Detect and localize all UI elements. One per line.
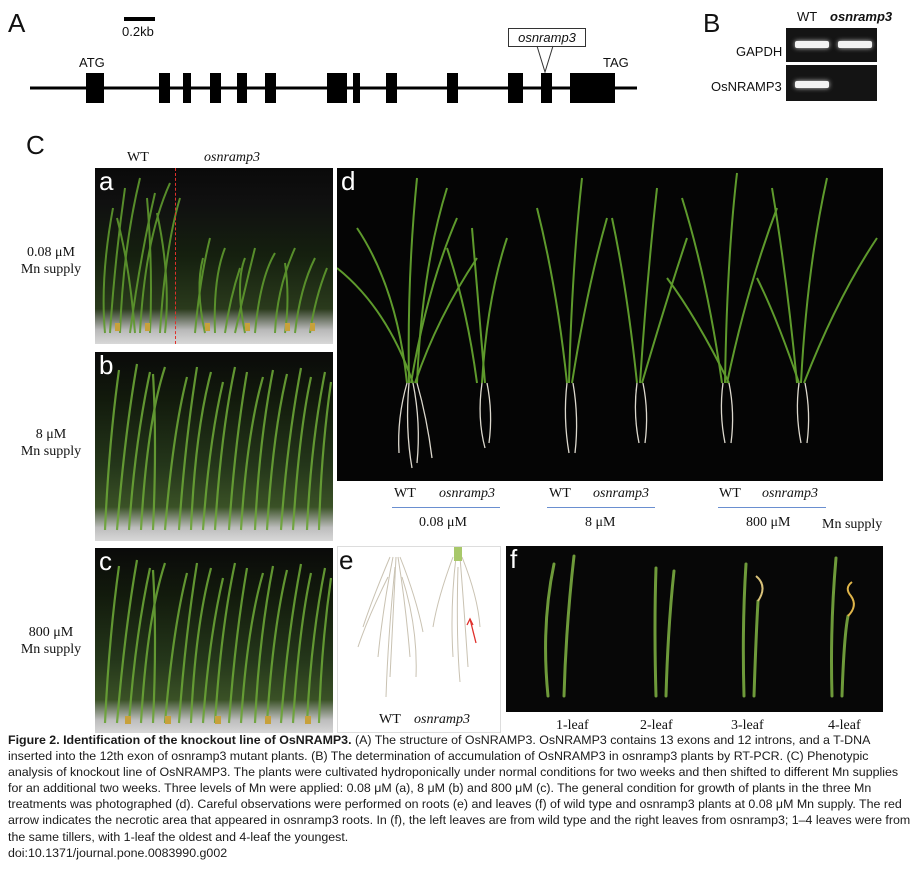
d-group-3-wt: WT bbox=[719, 486, 741, 501]
photo-c-letter: c bbox=[99, 548, 112, 576]
d-group-2-mutant: osnramp3 bbox=[593, 486, 650, 501]
figure-caption: Figure 2. Identification of the knockout… bbox=[8, 732, 913, 861]
row-b-unit: Mn supply bbox=[20, 444, 82, 459]
f-label-3-leaf: 3-leaf bbox=[731, 718, 764, 733]
caption-body: (A) The structure of OsNRAMP3. OsNRAMP3 … bbox=[8, 733, 911, 844]
d-group-3-line bbox=[718, 507, 826, 508]
d-group-1-conc: 0.08 μM bbox=[419, 515, 467, 530]
gel-col-mutant: osnramp3 bbox=[830, 9, 893, 24]
gel-band bbox=[795, 81, 829, 88]
scale-bar-label: 0.2kb bbox=[122, 24, 154, 39]
gene-structure-diagram bbox=[30, 45, 637, 103]
photo-b-medium-mn: b bbox=[95, 352, 333, 541]
d-group-1-mutant: osnramp3 bbox=[439, 486, 496, 501]
photo-e-letter: e bbox=[339, 546, 354, 575]
row-c-unit: Mn supply bbox=[20, 642, 82, 657]
photo-e-roots: e WT osnramp3 bbox=[337, 546, 501, 733]
row-b-conc: 8 μM bbox=[35, 427, 67, 442]
gel-image-osnramp3 bbox=[786, 65, 877, 101]
divider-line bbox=[175, 168, 176, 344]
top-label-mutant: osnramp3 bbox=[204, 150, 261, 165]
panel-a-letter: A bbox=[8, 8, 26, 38]
photo-a-low-mn: a bbox=[95, 168, 333, 344]
photo-e-mutant: osnramp3 bbox=[414, 712, 471, 727]
photo-d-letter: d bbox=[341, 168, 356, 196]
photo-a-letter: a bbox=[99, 168, 114, 196]
row-b-label: 8 μM Mn supply bbox=[8, 426, 94, 460]
f-label-2-leaf: 2-leaf bbox=[640, 718, 673, 733]
f-label-1-leaf: 1-leaf bbox=[556, 718, 589, 733]
panel-c-letter: C bbox=[26, 130, 45, 160]
panel-b-letter: B bbox=[703, 8, 721, 38]
photo-e-wt: WT bbox=[379, 712, 401, 727]
d-group-1-wt: WT bbox=[394, 486, 416, 501]
d-group-2-conc: 8 μM bbox=[585, 515, 616, 530]
d-group-1-line bbox=[392, 507, 500, 508]
row-a-unit: Mn supply bbox=[20, 262, 82, 277]
photo-c-high-mn: c bbox=[95, 548, 333, 733]
gel-col-wt: WT bbox=[797, 9, 818, 24]
photo-d-whole-plants: d bbox=[337, 168, 883, 481]
d-group-2-wt: WT bbox=[549, 486, 571, 501]
d-unit-label: Mn supply bbox=[822, 517, 883, 532]
photo-f-letter: f bbox=[510, 546, 518, 574]
atg-label: ATG bbox=[79, 55, 105, 70]
row-a-conc: 0.08 μM bbox=[27, 245, 75, 260]
caption-title: Figure 2. Identification of the knockout… bbox=[8, 733, 352, 747]
row-a-label: 0.08 μM Mn supply bbox=[8, 244, 94, 278]
photo-f-leaves: f bbox=[506, 546, 883, 712]
row-c-label: 800 μM Mn supply bbox=[8, 624, 94, 658]
d-group-3-conc: 800 μM bbox=[746, 515, 791, 530]
tag-label: TAG bbox=[603, 55, 629, 70]
gel-image-gapdh bbox=[786, 28, 877, 62]
caption-doi: doi:10.1371/journal.pone.0083990.g002 bbox=[8, 845, 228, 860]
photo-b-letter: b bbox=[99, 352, 114, 380]
tdna-insert-label: osnramp3 bbox=[508, 28, 586, 47]
d-group-2-line bbox=[547, 507, 655, 508]
f-label-4-leaf: 4-leaf bbox=[828, 718, 861, 733]
top-label-wt: WT bbox=[127, 150, 149, 165]
gel-band bbox=[795, 41, 829, 48]
gel-band bbox=[838, 41, 872, 48]
gel-row-gapdh: GAPDH bbox=[736, 44, 783, 59]
row-c-conc: 800 μM bbox=[28, 625, 74, 640]
d-group-3-mutant: osnramp3 bbox=[762, 486, 819, 501]
gel-row-osnramp3: OsNRAMP3 bbox=[711, 79, 782, 94]
scale-bar bbox=[124, 17, 155, 21]
